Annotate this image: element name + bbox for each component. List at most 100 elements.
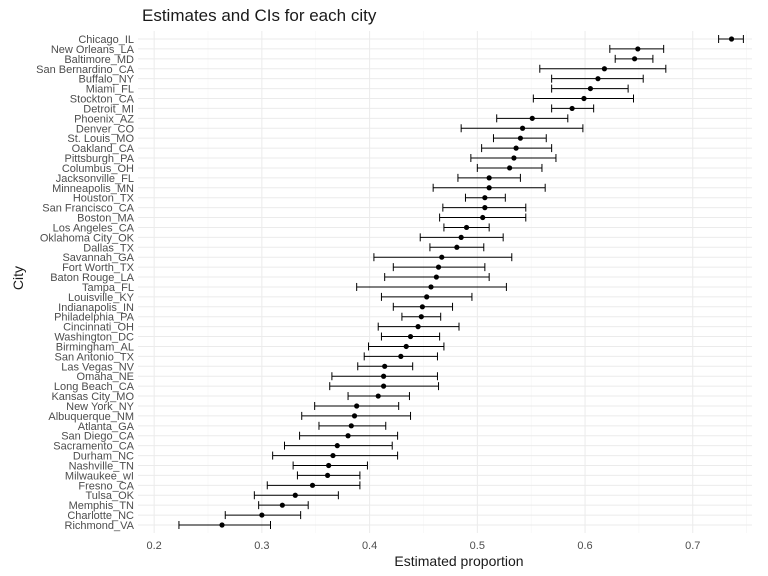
city-estimate (532, 94, 635, 103)
city-estimate (377, 322, 460, 331)
estimate-point (482, 195, 488, 201)
y-tick-label: Albuquerque_NM (48, 411, 134, 423)
city-estimate (347, 392, 410, 401)
estimate-point (324, 472, 331, 479)
y-tick-label: San Francisco_CA (42, 203, 134, 215)
estimate-point (519, 125, 526, 131)
city-estimate (539, 64, 667, 73)
city-estimate (443, 223, 490, 232)
y-tick-label: Minneapolis_MN (52, 183, 134, 195)
estimate-point (486, 175, 492, 181)
city-estimate (178, 521, 271, 529)
city-estimate (331, 372, 438, 381)
city-estimate (551, 104, 595, 113)
y-tick-label: Memphis_TN (69, 500, 134, 512)
estimate-point (631, 56, 638, 62)
estimate-point (279, 502, 285, 508)
x-tick-label: 0.3 (254, 540, 269, 552)
y-tick-label: Chicago_IL (78, 34, 134, 46)
y-tick-label: Tulsa_OK (85, 490, 134, 502)
y-tick-label: Savannah_GA (62, 252, 134, 264)
y-tick-label: Houston_TX (73, 193, 135, 205)
city-estimate (301, 411, 412, 420)
x-tick-label: 0.2 (147, 540, 162, 552)
y-tick-label: Nashville_TN (69, 460, 134, 472)
estimate-point (529, 115, 535, 121)
city-estimate (380, 292, 473, 301)
estimate-point (439, 254, 445, 260)
city-estimate (356, 282, 507, 291)
city-estimate (363, 352, 438, 361)
y-tick-label: Boston_MA (77, 213, 135, 225)
city-estimate (551, 74, 644, 83)
estimate-point (292, 492, 298, 498)
estimate-point (326, 462, 332, 469)
estimate-point (382, 363, 388, 369)
city-estimate (464, 193, 506, 202)
city-estimate (481, 144, 553, 153)
y-tick-label: Oakland_CA (72, 143, 135, 155)
grid-lines (138, 31, 752, 533)
y-tick-label: Indianapolis_IN (58, 302, 134, 314)
y-tick-label: Miami_FL (86, 84, 134, 96)
estimate-point (581, 95, 587, 102)
city-estimate (380, 332, 441, 341)
y-tick-label: San Antonio_TX (54, 351, 134, 363)
y-tick-label: Buffalo_NY (79, 74, 135, 86)
city-estimate (224, 511, 302, 520)
city-estimate (392, 263, 486, 272)
estimate-point (428, 284, 434, 290)
y-tick-label: Stockton_CA (70, 94, 135, 106)
y-tick-label: Atlanta_GA (78, 421, 135, 433)
estimate-point (351, 413, 358, 419)
estimate-point (348, 423, 354, 429)
estimate-point (375, 393, 381, 399)
city-estimate (419, 233, 504, 242)
estimate-point (511, 155, 517, 161)
estimate-point (517, 135, 524, 141)
y-tick-label: Denver_CO (76, 123, 135, 135)
estimate-point (728, 36, 735, 42)
y-tick-label: Milwaukee_wI (65, 470, 134, 482)
chart-title: Estimates and CIs for each city (142, 6, 377, 25)
city-estimate (432, 183, 546, 192)
city-estimate (314, 401, 400, 410)
y-tick-label: St. Louis_MO (67, 133, 134, 145)
city-estimate (718, 35, 744, 43)
y-tick-label: San Bernardino_CA (36, 64, 135, 76)
estimate-point (486, 185, 492, 191)
x-axis-title: Estimated proportion (394, 553, 524, 569)
y-tick-label: Cincinnati_OH (63, 322, 134, 334)
estimate-point (635, 46, 641, 52)
estimate-point (381, 373, 387, 379)
city-estimate (258, 501, 309, 510)
estimate-point (587, 85, 594, 92)
city-estimate (253, 491, 339, 500)
estimate-point (403, 343, 409, 350)
y-tick-label: Philadelphia_PA (54, 312, 135, 324)
city-estimate (401, 312, 442, 321)
estimate-point (407, 333, 414, 340)
estimate-point (381, 383, 387, 389)
y-tick-label: Richmond_VA (65, 520, 135, 532)
y-tick-label: Washington_DC (54, 332, 134, 344)
y-tick-label: Oklahoma City_OK (40, 232, 135, 244)
city-estimate (357, 362, 414, 371)
y-tick-label: Baton Rouge_LA (50, 272, 134, 284)
x-tick-label: 0.5 (470, 540, 485, 552)
y-tick-label: New York_NY (66, 401, 135, 413)
city-estimate (266, 481, 361, 490)
city-estimate (292, 461, 368, 470)
estimate-point (601, 66, 608, 72)
y-tick-label: Birmingham_AL (56, 341, 134, 353)
y-tick-label: Fort Worth_TX (62, 262, 135, 274)
city-estimate (457, 173, 521, 182)
y-tick-label: Louisville_KY (68, 292, 135, 304)
estimate-point (259, 512, 265, 518)
city-estimate (551, 84, 629, 93)
city-estimate (492, 134, 547, 143)
estimate-point (398, 353, 404, 359)
city-estimate (609, 44, 665, 53)
